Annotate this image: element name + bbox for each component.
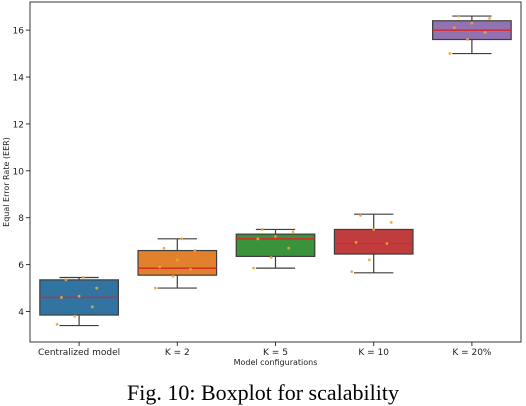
box-group xyxy=(137,237,218,290)
figure-caption: Fig. 10: Boxplot for scalability xyxy=(127,380,399,405)
data-point xyxy=(372,228,376,231)
data-point xyxy=(256,237,260,241)
data-point xyxy=(55,323,59,326)
data-point xyxy=(452,26,456,30)
data-point xyxy=(385,242,389,245)
data-point xyxy=(175,258,179,262)
data-point xyxy=(64,278,68,282)
data-point xyxy=(448,52,452,55)
data-point xyxy=(269,256,273,259)
x-tick-label: K = 20% xyxy=(452,348,492,358)
data-point xyxy=(252,266,255,270)
data-point xyxy=(189,267,192,271)
data-point xyxy=(95,286,99,290)
data-point xyxy=(193,249,197,252)
box-group xyxy=(333,213,414,274)
y-tick-label: 4 xyxy=(18,308,24,318)
y-tick-label: 8 xyxy=(18,214,24,224)
box-group xyxy=(39,276,119,327)
data-point xyxy=(73,314,77,318)
box xyxy=(137,249,218,276)
box-group xyxy=(235,228,316,270)
data-point xyxy=(60,296,63,299)
y-tick-label: 10 xyxy=(13,167,25,177)
plot-area xyxy=(29,1,522,343)
data-point xyxy=(354,240,358,244)
box xyxy=(333,228,414,255)
data-point xyxy=(158,265,162,269)
x-axis: Centralized model K = 2 K = 5 K = 10 K = 20% xyxy=(38,342,492,358)
x-tick-label: Centralized model xyxy=(38,348,120,358)
x-tick-label: K = 10 xyxy=(358,348,389,358)
data-point xyxy=(180,237,184,241)
data-point xyxy=(274,235,277,238)
data-point xyxy=(287,246,291,250)
data-point xyxy=(483,31,487,34)
data-point xyxy=(162,246,166,250)
y-tick-label: 6 xyxy=(18,261,24,271)
data-point xyxy=(367,258,371,262)
y-axis-label: Equal Error Rate (EER) xyxy=(2,137,11,227)
x-axis-label: Model configurations xyxy=(234,358,318,367)
y-tick-label: 12 xyxy=(13,120,24,130)
data-point xyxy=(153,286,157,290)
box xyxy=(235,233,316,258)
data-point xyxy=(488,17,491,20)
x-tick-label: K = 5 xyxy=(263,348,288,358)
boxplot-chart: 4 6 8 10 12 14 16 Centralized model K = 2 K = 5 K… xyxy=(2,1,522,367)
data-point xyxy=(82,276,85,279)
y-tick-label: 14 xyxy=(13,74,25,84)
data-point xyxy=(260,228,264,231)
data-point xyxy=(470,21,474,25)
box-group xyxy=(432,14,512,55)
data-point xyxy=(171,274,175,278)
y-tick-label: 16 xyxy=(13,27,25,37)
y-axis: 4 6 8 10 12 14 16 xyxy=(13,27,30,318)
data-point xyxy=(359,213,362,217)
data-point xyxy=(389,221,393,224)
data-point xyxy=(457,14,461,18)
data-point xyxy=(466,38,469,41)
data-point xyxy=(350,270,354,274)
x-tick-label: K = 2 xyxy=(165,348,190,358)
data-point xyxy=(77,294,81,298)
data-point xyxy=(291,230,295,234)
data-point xyxy=(90,305,94,309)
